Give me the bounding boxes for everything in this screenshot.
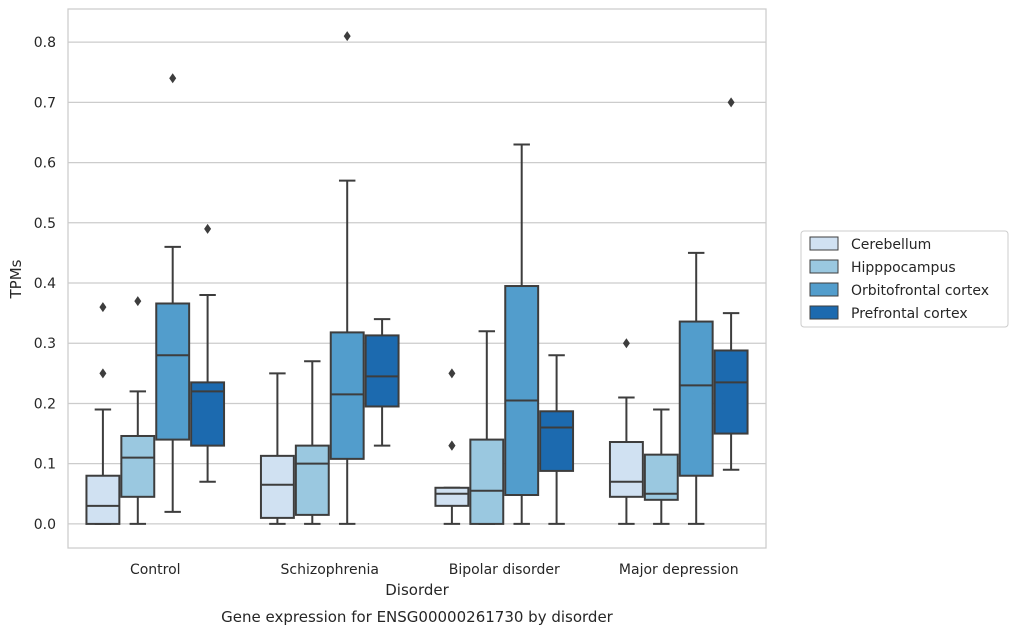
y-tick-label: 0.1 <box>34 457 56 473</box>
x-tick-label: Major depression <box>619 562 739 578</box>
outlier-point <box>134 296 142 307</box>
box-orbitofrontal-cortex <box>329 31 365 525</box>
y-tick-label: 0.7 <box>34 95 56 111</box>
box-iqr <box>294 444 330 516</box>
x-tick-label: Control <box>130 562 181 578</box>
outlier-point <box>204 223 212 234</box>
box-hipppocampus <box>294 360 330 525</box>
box-iqr <box>608 441 644 498</box>
box-iqr <box>643 453 679 501</box>
outlier-point <box>343 31 351 42</box>
legend-label: Prefrontal cortex <box>851 306 968 322</box>
plot-frame <box>67 8 767 549</box>
outlier-point <box>622 338 630 349</box>
legend-label: Cerebellum <box>851 237 931 253</box>
box-iqr <box>259 454 295 519</box>
box-hipppocampus <box>120 296 156 525</box>
box-cerebellum <box>434 368 470 525</box>
box-iqr <box>504 285 540 497</box>
y-tick-label: 0.3 <box>34 336 56 352</box>
box-cerebellum <box>85 302 121 525</box>
x-axis-title: Disorder <box>385 581 449 599</box>
box-orbitofrontal-cortex <box>155 73 191 513</box>
box-hipppocampus <box>643 408 679 525</box>
box-prefrontal-cortex <box>190 223 226 483</box>
box-orbitofrontal-cortex <box>678 251 714 525</box>
box-prefrontal-cortex <box>364 318 400 447</box>
box-iqr <box>85 474 121 525</box>
y-axis-title: TPMs <box>7 259 25 299</box>
box-iqr <box>469 438 505 525</box>
box-cerebellum <box>259 372 295 525</box>
box-orbitofrontal-cortex <box>504 143 540 525</box>
y-tick-label: 0.5 <box>34 216 56 232</box>
box-hipppocampus <box>469 330 505 525</box>
box-cerebellum <box>608 338 644 525</box>
box-iqr <box>190 381 226 447</box>
y-tick-label: 0.2 <box>34 396 56 412</box>
boxes <box>85 31 749 525</box>
outlier-point <box>727 97 735 108</box>
legend-swatch <box>809 236 839 251</box>
legend: Cerebellum Hipppocampus Orbitofrontal cort… <box>800 230 1009 328</box>
outlier-point <box>448 440 456 451</box>
legend-swatch <box>809 282 839 297</box>
box-iqr <box>434 486 470 507</box>
figure-caption: Gene expression for ENSG00000261730 by d… <box>221 608 614 626</box>
box-iqr <box>155 302 191 441</box>
y-tick-label: 0.4 <box>34 276 56 292</box>
outlier-point <box>169 73 177 84</box>
legend-label: Orbitofrontal cortex <box>851 283 989 299</box>
y-tick-labels: 0.0 0.1 0.2 0.3 0.4 0.5 0.6 0.7 0.8 <box>34 35 56 533</box>
outlier-point <box>99 302 107 313</box>
outlier-point <box>99 368 107 379</box>
legend-swatch <box>809 259 839 274</box>
box-iqr <box>713 349 749 435</box>
legend-frame <box>800 230 1009 328</box>
box-prefrontal-cortex <box>539 354 575 525</box>
box-iqr <box>678 320 714 477</box>
y-tick-label: 0.6 <box>34 156 56 172</box>
y-tick-label: 0.8 <box>34 35 56 51</box>
outlier-point <box>448 368 456 379</box>
x-tick-label: Schizophrenia <box>281 562 379 578</box>
box-prefrontal-cortex <box>713 97 749 471</box>
box-iqr <box>120 434 156 498</box>
legend-label: Hipppocampus <box>851 260 956 276</box>
legend-swatch <box>809 305 839 320</box>
y-tick-label: 0.0 <box>34 517 56 533</box>
box-iqr <box>329 331 365 460</box>
box-iqr <box>364 334 400 408</box>
x-tick-label: Bipolar disorder <box>449 562 560 578</box>
box-iqr <box>539 410 575 472</box>
x-tick-labels: Control Schizophrenia Bipolar disorder Majo… <box>130 562 739 578</box>
